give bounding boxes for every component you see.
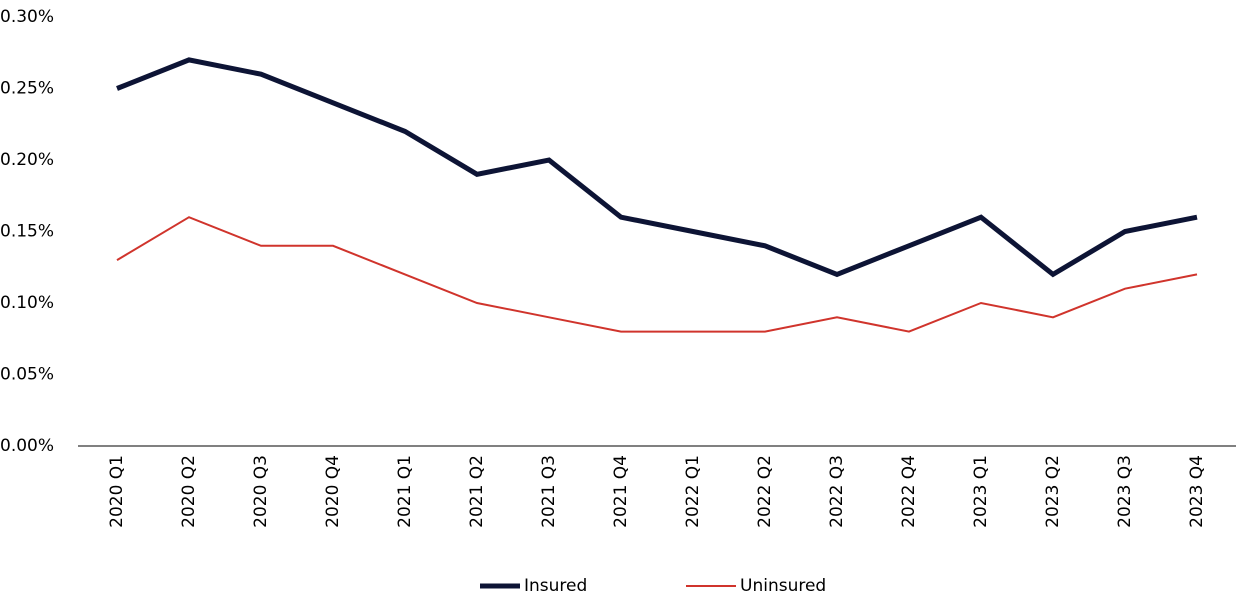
x-tick-label: 2021 Q1 <box>395 455 415 528</box>
x-tick-label: 2022 Q2 <box>755 455 775 528</box>
x-tick-label: 2021 Q3 <box>539 455 559 528</box>
y-tick-label: 0.00% <box>0 436 54 456</box>
x-tick-label: 2021 Q2 <box>467 455 487 528</box>
legend-label: Uninsured <box>740 576 826 596</box>
x-tick-label: 2020 Q4 <box>323 455 343 528</box>
x-tick-label: 2023 Q3 <box>1115 455 1135 528</box>
line-series <box>116 216 1198 333</box>
y-tick-label: 0.30% <box>0 7 54 27</box>
x-tick-label: 2020 Q2 <box>179 455 199 528</box>
y-tick-label: 0.20% <box>0 150 54 170</box>
x-tick-label: 2023 Q1 <box>971 455 991 528</box>
x-tick-label: 2022 Q4 <box>899 455 919 528</box>
x-tick-label: 2023 Q2 <box>1043 455 1063 528</box>
y-tick-label: 0.10% <box>0 293 54 313</box>
x-tick-label: 2022 Q3 <box>827 455 847 528</box>
x-tick-label: 2020 Q1 <box>107 455 127 528</box>
line-series <box>116 57 1198 278</box>
y-tick-label: 0.15% <box>0 222 54 242</box>
x-tick-label: 2023 Q4 <box>1187 455 1207 528</box>
x-tick-label: 2020 Q3 <box>251 455 271 528</box>
y-tick-label: 0.05% <box>0 365 54 385</box>
x-tick-label: 2022 Q1 <box>683 455 703 528</box>
legend-label: Insured <box>524 576 587 596</box>
x-tick-label: 2021 Q4 <box>611 455 631 528</box>
y-tick-label: 0.25% <box>0 79 54 99</box>
